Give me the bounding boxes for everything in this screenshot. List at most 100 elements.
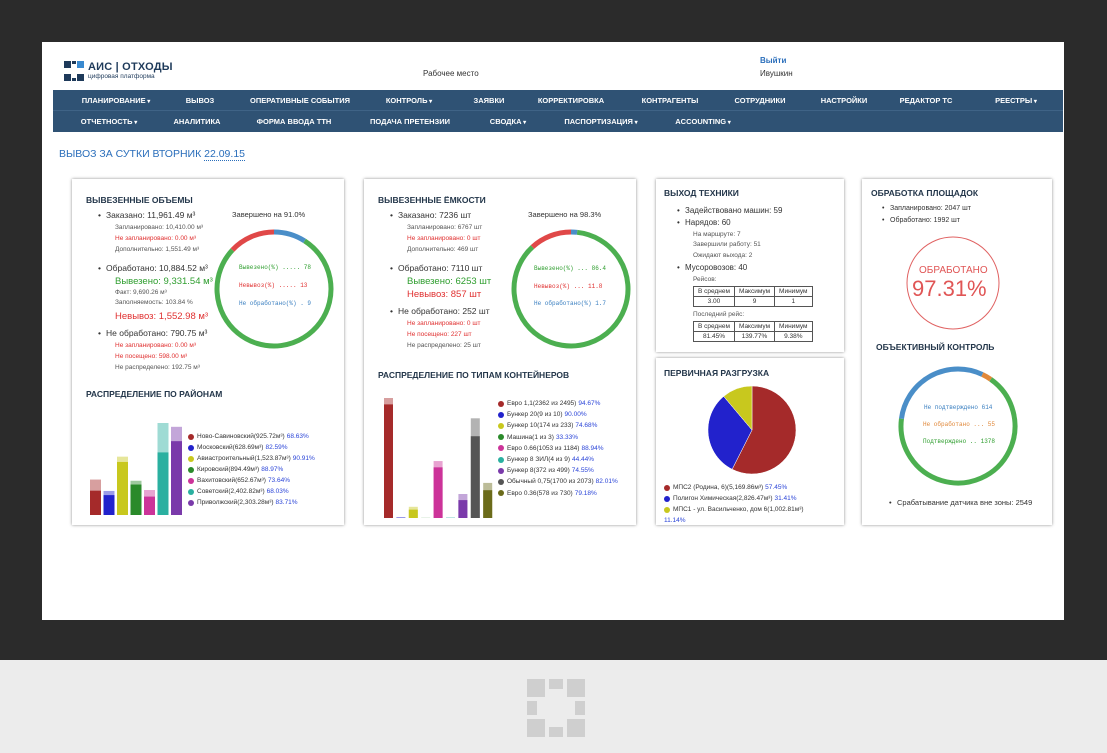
capacity-ordered: Заказано: 7236 шт [390, 211, 471, 220]
legend-dot-icon [188, 455, 194, 462]
legend-label: Евро 0.66(1053 из 1184) [507, 444, 580, 452]
chevron-down-icon: ▾ [427, 99, 433, 105]
legend-dot-icon [498, 490, 504, 497]
capacity-not-processed: Не обработано: 252 шт [390, 307, 490, 316]
legend-label: Обычный 0,75(1700 из 2073) [507, 478, 594, 486]
legend-item: Евро 0.66(1053 из 1184) 88.94% [498, 445, 604, 452]
legend-percent: 90.91% [292, 455, 315, 462]
volumes-np-planned: Не запланировано: 0.00 м³ [115, 342, 196, 349]
objective-label-not-confirmed: Не подтверждено 614 [924, 404, 993, 411]
vehicles-finished: Завершили работу: 51 [693, 241, 761, 248]
legend-item: Евро 0.36(578 из 730) 79.18% [498, 490, 597, 497]
nav-item-7-row2[interactable]: Accounting ▾ [675, 117, 731, 126]
bar-done-7 [171, 441, 182, 515]
nav-item-3-row2[interactable]: Форма ввода ТТН [257, 117, 332, 126]
legend-dot-icon [664, 484, 670, 491]
nav-item-label: Паспортизация [564, 117, 633, 126]
trips-value-max: 9 [733, 296, 776, 307]
legend-item: Кировский(894.49м³) 88.97% [188, 466, 283, 473]
bar-done-1 [384, 404, 393, 518]
bar-done-5 [433, 467, 443, 518]
capacity-np-distributed: Не распределено: 25 шт [407, 342, 481, 349]
volumes-title: Вывезенные объемы [86, 195, 193, 205]
legend-dot-icon [188, 444, 194, 451]
legend-percent: 73.64% [267, 477, 290, 484]
nav-item-6-row1[interactable]: Корректировка [538, 96, 604, 105]
legend-percent: 79.18% [574, 489, 597, 497]
legend-percent: 57.45% [765, 484, 788, 491]
districts-bar-chart [90, 423, 182, 515]
containers-bar-chart [384, 398, 493, 518]
last-header-min: Минимум [774, 321, 813, 332]
nav-item-4-row2[interactable]: Подача претензии [370, 117, 450, 126]
legend-label: Советский(2,402.82м³) [197, 488, 265, 495]
legend-label: Приволжский(2,303.28м³) [197, 499, 274, 506]
nav-item-5-row2[interactable]: Сводка ▾ [490, 117, 526, 126]
legend-percent: 82.59% [265, 444, 288, 451]
containers-title: Распределение по типам контейнеров [378, 370, 570, 380]
nav-item-7-row1[interactable]: Контрагенты [642, 96, 699, 105]
volumes-removed: Вывезено: 9,331.54 м³ [115, 276, 213, 287]
panel-vehicles: Выход техники Задействовано машин: 59 На… [656, 179, 844, 352]
nav-item-4-row1[interactable]: Контроль ▾ [386, 96, 432, 105]
logout-link[interactable]: Выйти [760, 56, 787, 65]
capacity-donut-label-removed: Вывезено(%) ... 86.4 [534, 265, 607, 272]
volumes-np-distributed: Не распределено: 192.75 м³ [115, 364, 200, 371]
legend-item: Обычный 0,75(1700 из 2073) 82.01% [498, 478, 618, 485]
legend-label: Евро 1,1(2362 из 2495) [507, 400, 577, 407]
volumes-not-processed: Не обработано: 790.75 м³ [98, 329, 207, 338]
legend-item-wrap: 11.14% [664, 517, 686, 524]
nav-item-1-row2[interactable]: Отчетность ▾ [81, 117, 137, 126]
bar-done-8 [470, 436, 480, 518]
nav-item-10-row1[interactable]: Редактор ТС [900, 96, 953, 105]
capacity-donut-chart [511, 229, 631, 349]
nav-item-8-row1[interactable]: Сотрудники [735, 96, 786, 105]
nav-item-label: Форма ввода ТТН [256, 117, 332, 126]
panel-capacity: Вывезенные ёмкости Заказано: 7236 шт Зап… [364, 179, 636, 525]
volumes-not-planned: Не запланировано: 0.00 м³ [115, 235, 196, 242]
objective-label-confirmed: Подтверждено .. 1378 [923, 438, 996, 445]
nav-item-6-row2[interactable]: Паспортизация ▾ [564, 117, 637, 126]
primary-pie-chart [707, 385, 797, 475]
nav-item-11-row1[interactable]: Реестры ▾ [995, 96, 1037, 105]
panel-primary: Первичная разгрузка МПС2 (Родина, 6)(5,1… [656, 358, 844, 525]
nav-item-label: Реестры [995, 96, 1033, 105]
app-logo[interactable]: АИС | ОТХОДЫ цифровая платформа [64, 60, 173, 82]
legend-item: Бункер 8(372 из 499) 74.55% [498, 467, 594, 474]
objective-donut-chart [898, 366, 1018, 486]
nav-item-2-row1[interactable]: Вывоз [186, 96, 215, 105]
nav-item-5-row1[interactable]: Заявки [474, 96, 505, 105]
nav-item-label: Сводка [489, 117, 522, 126]
nav-item-9-row1[interactable]: Настройки [821, 96, 868, 105]
legend-percent: 90.00% [564, 411, 587, 419]
volumes-donut-label-not-removed: Невывоз(%) ..... 13 [239, 282, 308, 289]
primary-title: Первичная разгрузка [664, 368, 770, 378]
districts-title: Распределение по районам [86, 389, 223, 399]
legend-dot-icon [188, 499, 194, 506]
vehicles-waiting: Ожидают выхода: 2 [693, 252, 753, 259]
nav-item-1-row1[interactable]: Планирование ▾ [82, 96, 151, 105]
objective-title: Объективный контроль [876, 342, 995, 352]
page-title: ВЫВОЗ ЗА СУТКИ ВТОРНИК 22.09.15 [59, 148, 245, 161]
main-nav: Планирование ▾ Вывоз Оперативные события Ко… [53, 90, 1063, 132]
legend-label: Бункер 10(174 из 233) [507, 422, 574, 430]
nav-item-label: Оперативные события [249, 96, 351, 105]
page-title-date[interactable]: 22.09.15 [204, 148, 245, 161]
nav-item-2-row2[interactable]: Аналитика [174, 117, 221, 126]
legend-percent: 83.71% [275, 499, 298, 506]
legend-dot-icon [498, 400, 504, 407]
chevron-down-icon: ▾ [632, 120, 638, 126]
legend-label: Евро 0.36(578 из 730) [507, 489, 573, 497]
legend-item: Бункер 20(9 из 10) 90.00% [498, 411, 587, 418]
legend-label: Машина(1 из 3) [507, 433, 554, 441]
sites-processed: Обработано: 1992 шт [882, 217, 960, 224]
capacity-processed: Обработано: 7110 шт [390, 264, 482, 273]
last-value-max: 139.77% [733, 331, 776, 342]
legend-dot-icon [188, 488, 194, 495]
nav-row-1: Планирование ▾ Вывоз Оперативные события Ко… [53, 90, 1063, 111]
bar-done-3 [408, 509, 418, 518]
legend-item: Авиастроительный(1,523.87м³) 90.91% [188, 455, 315, 462]
nav-item-3-row1[interactable]: Оперативные события [250, 96, 350, 105]
donut-slice-not-confirmed [898, 366, 984, 420]
legend-dot-icon [498, 478, 504, 485]
